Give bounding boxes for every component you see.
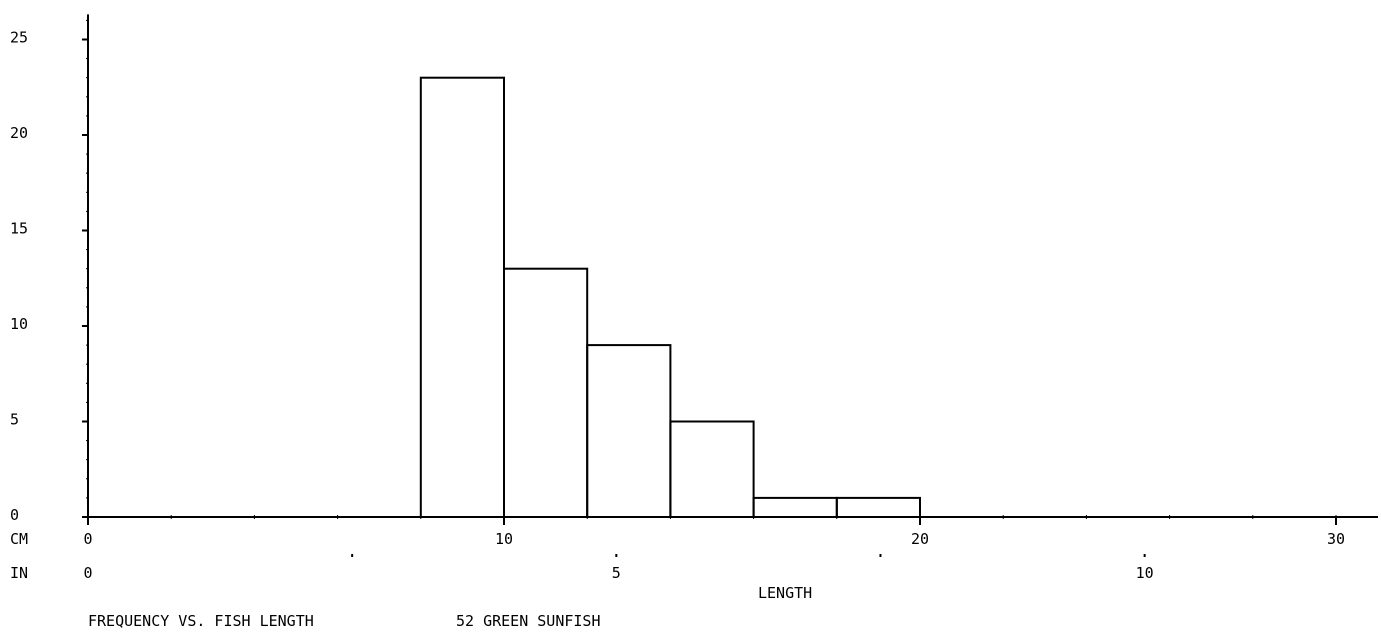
cm-tick-label: 0 (83, 530, 92, 548)
histogram-bar (669, 420, 755, 518)
inch-tick-label: 5 (612, 564, 621, 582)
histogram-bar (503, 267, 589, 519)
cm-axis-label: CM (10, 530, 28, 548)
y-tick-label: 0 (10, 506, 19, 524)
inch-tick-mark (879, 554, 882, 557)
y-tick-label: 15 (10, 220, 28, 238)
y-tick-label: 10 (10, 315, 28, 333)
y-tick-label: 25 (10, 29, 28, 47)
inch-tick-mark (615, 554, 618, 557)
histogram-bar (419, 76, 505, 518)
chart-subtitle: 52 GREEN SUNFISH (456, 612, 601, 630)
inch-tick-mark (351, 554, 354, 557)
cm-tick-label: 20 (911, 530, 929, 548)
x-axis-title: LENGTH (758, 584, 812, 602)
histogram-bar (752, 496, 838, 518)
inch-tick-label: 10 (1136, 564, 1154, 582)
inch-tick-label: 0 (83, 564, 92, 582)
inch-tick-mark (1143, 554, 1146, 557)
y-tick-label: 5 (10, 411, 19, 429)
in-axis-label: IN (10, 564, 28, 582)
cm-tick-label: 10 (495, 530, 513, 548)
y-tick-label: 20 (10, 124, 28, 142)
chart-title: FREQUENCY VS. FISH LENGTH (88, 612, 314, 630)
histogram-bar (835, 496, 921, 518)
histogram-bar (586, 344, 672, 518)
cm-tick-label: 30 (1327, 530, 1345, 548)
